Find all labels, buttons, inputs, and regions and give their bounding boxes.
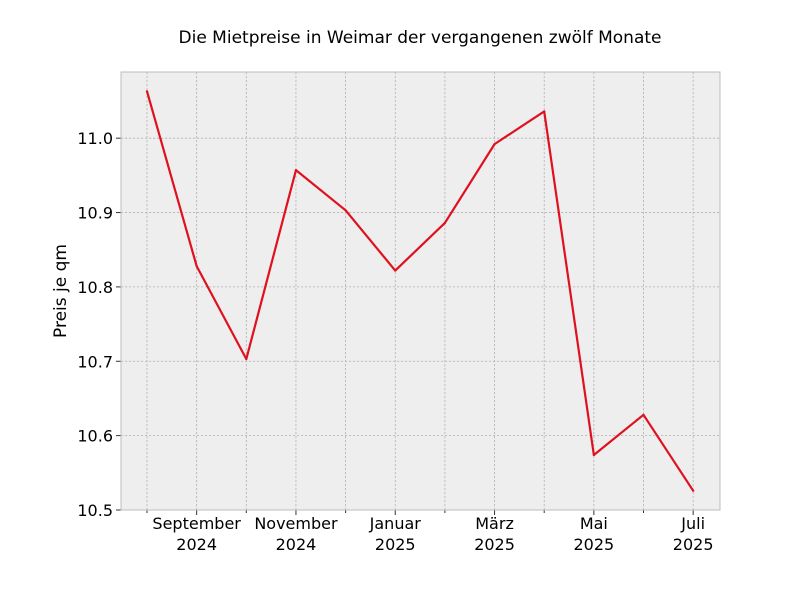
axis-ticks [116,137,694,515]
data-point [443,221,446,225]
y-tick-label: 10.6 [77,427,113,446]
plot-frame [120,71,721,511]
data-point [294,169,298,172]
y-tick-label: 10.7 [77,352,113,371]
data-point [642,413,645,416]
data-point [592,453,595,457]
data-point [195,264,198,268]
y-tick-label: 11.0 [77,129,113,148]
x-tick-label: März 2025 [474,514,515,554]
x-tick-label: November 2024 [254,514,338,554]
x-axis-tick-labels: September 2024 November 2024 Januar 2025 März 2… [152,514,713,554]
data-point [692,489,695,492]
data-point [394,269,397,272]
y-tick-label: 10.8 [77,278,113,297]
y-axis-tick-labels: 10.5 10.6 10.7 10.8 10.9 11.0 [77,129,113,520]
x-tick-label: Januar 2025 [369,514,422,554]
series-line [145,90,695,492]
x-tick-label: Mai 2025 [573,514,614,554]
data-point [344,209,347,212]
data-point [543,110,546,113]
y-tick-label: 10.5 [77,501,113,520]
y-axis-label: Preis je qm [51,244,71,338]
data-point [493,143,496,146]
data-point [145,90,149,93]
data-point [245,357,248,361]
y-tick-label: 10.9 [77,204,113,223]
x-tick-label: September 2024 [152,514,241,554]
chart-title: Die Mietpreise in Weimar der vergangenen… [179,28,662,48]
x-tick-label: Juli 2025 [673,514,714,554]
plot-area [121,72,720,510]
series-layer [145,90,695,492]
